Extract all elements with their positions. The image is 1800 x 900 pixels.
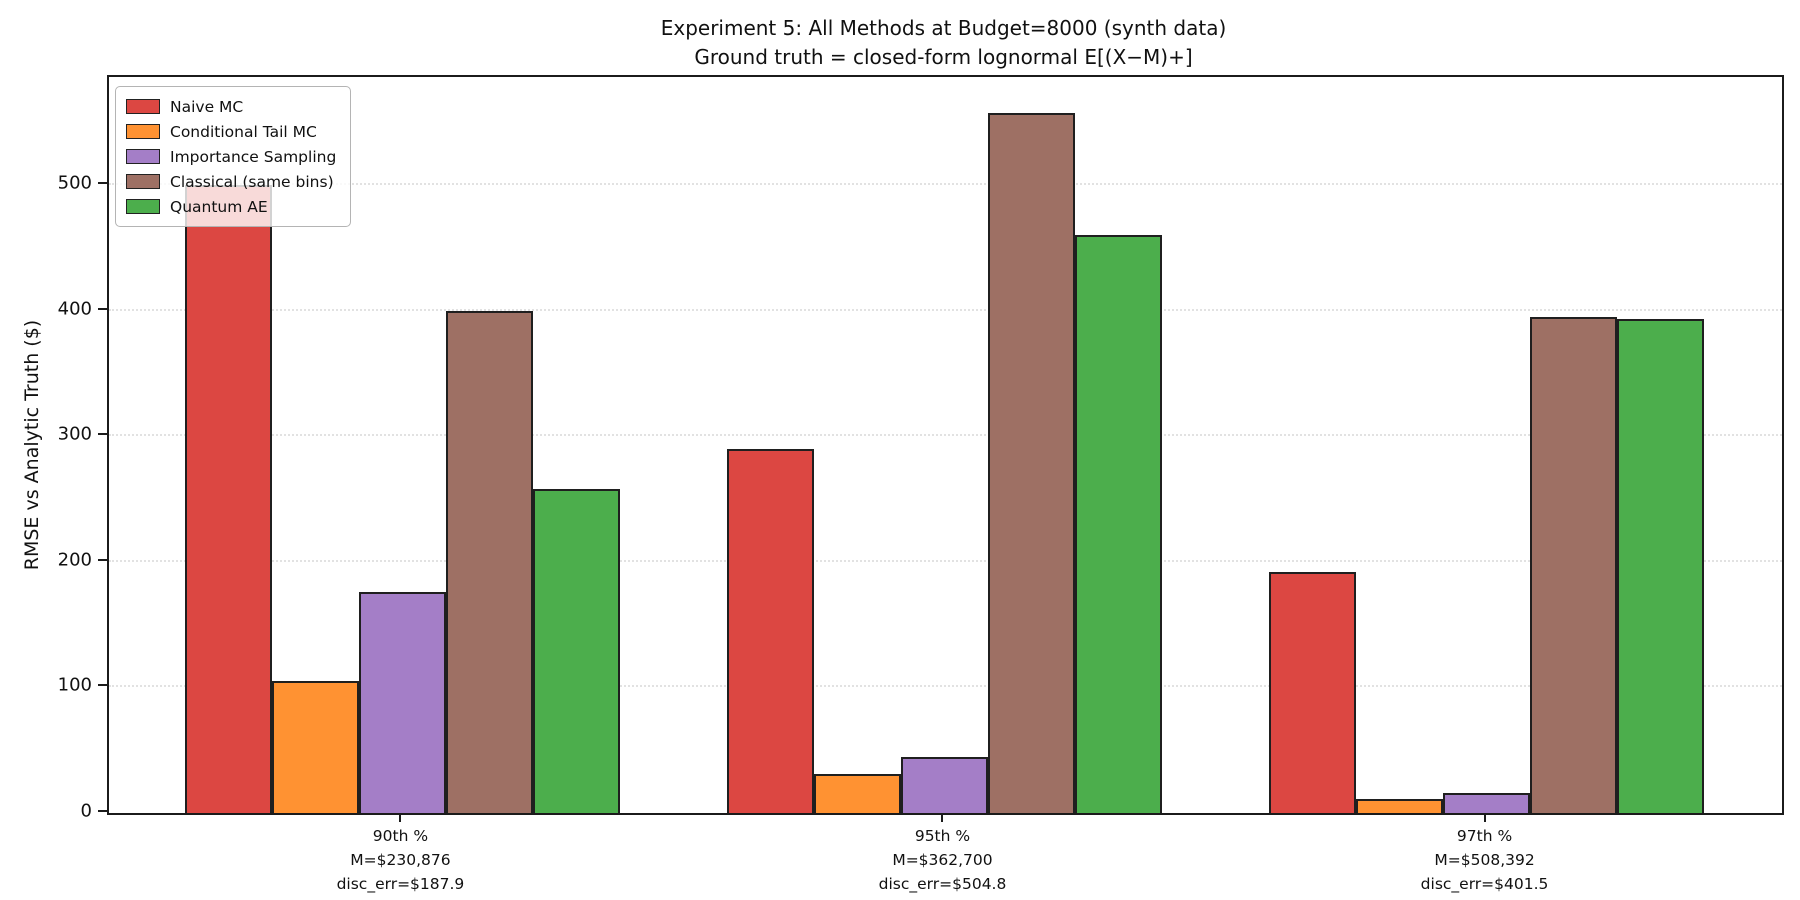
chart-title: Experiment 5: All Methods at Budget=8000… <box>107 14 1780 72</box>
legend-label: Classical (same bins) <box>170 172 334 191</box>
chart-title-line1: Experiment 5: All Methods at Budget=8000… <box>660 16 1227 40</box>
bar-classical-same-bins--group3 <box>1530 316 1617 813</box>
legend-item: Classical (same bins) <box>126 169 336 194</box>
x-tick-label-group2: 95th % M=$362,700 disc_err=$504.8 <box>879 824 1007 896</box>
bar-naive-mc-group1 <box>185 185 272 813</box>
bar-classical-same-bins--group2 <box>988 113 1075 813</box>
x-tick-label-line: disc_err=$504.8 <box>878 875 1007 894</box>
gridline-y-100 <box>109 685 1782 688</box>
bar-quantum-ae-group3 <box>1617 319 1704 813</box>
y-tick-mark <box>98 307 107 310</box>
legend-label: Importance Sampling <box>170 147 337 166</box>
y-tick-label-100: 100 <box>57 674 92 696</box>
y-tick-mark <box>98 810 107 812</box>
x-tick-mark <box>399 813 402 822</box>
x-tick-label-group1: 90th % M=$230,876 disc_err=$187.9 <box>337 824 465 896</box>
x-tick-label-line: M=$230,876 <box>350 851 451 870</box>
legend-item: Naive MC <box>126 94 336 119</box>
y-tick-label-400: 400 <box>57 298 92 320</box>
bar-quantum-ae-group1 <box>532 489 620 813</box>
bar-naive-mc-group2 <box>727 448 814 813</box>
legend-item: Importance Sampling <box>126 144 336 169</box>
x-tick-label-line: 90th % <box>372 827 429 845</box>
plot-area: Naive MC Conditional Tail MC Importance Sa… <box>107 75 1784 815</box>
x-tick-label-line: disc_err=$401.5 <box>1420 875 1549 894</box>
gridline-y-400 <box>109 308 1782 311</box>
bar-conditional-tail-mc-group2 <box>814 774 901 813</box>
bar-importance-sampling-group1 <box>358 591 446 813</box>
y-tick-label-0: 0 <box>80 800 92 822</box>
bar-quantum-ae-group2 <box>1075 235 1162 813</box>
x-tick-label-group3: 97th % M=$508,392 disc_err=$401.5 <box>1421 824 1549 896</box>
gridline-y-200 <box>109 559 1782 562</box>
x-tick-label-line: disc_err=$187.9 <box>336 875 465 894</box>
x-tick-mark <box>1483 813 1486 822</box>
y-tick-label-500: 500 <box>57 172 92 194</box>
legend-swatch-icon <box>126 174 160 189</box>
y-tick-label-300: 300 <box>57 423 92 445</box>
bar-naive-mc-group3 <box>1269 571 1357 813</box>
legend-item: Quantum AE <box>126 194 336 219</box>
legend-label: Naive MC <box>170 97 244 116</box>
y-tick-mark <box>98 558 107 561</box>
y-tick-mark <box>98 684 107 687</box>
x-tick-label-line: 97th % <box>1456 827 1513 845</box>
x-tick-label-line: 95th % <box>914 827 971 845</box>
legend-swatch-icon <box>126 99 160 114</box>
bar-conditional-tail-mc-group1 <box>272 681 359 813</box>
legend-box: Naive MC Conditional Tail MC Importance Sa… <box>115 86 352 227</box>
bar-classical-same-bins--group1 <box>445 310 533 813</box>
gridline-y-300 <box>109 434 1782 437</box>
bar-conditional-tail-mc-group3 <box>1356 799 1444 813</box>
bar-importance-sampling-group3 <box>1443 792 1531 813</box>
legend-swatch-icon <box>126 199 160 214</box>
x-tick-label-line: M=$508,392 <box>1434 851 1535 870</box>
y-tick-label-200: 200 <box>57 549 92 571</box>
chart-title-line2: Ground truth = closed-form lognormal E[(… <box>694 45 1193 69</box>
legend-item: Conditional Tail MC <box>126 119 336 144</box>
y-tick-mark <box>98 433 107 436</box>
legend-label: Conditional Tail MC <box>170 122 317 141</box>
gridline-y-500 <box>109 183 1782 186</box>
x-tick-mark <box>941 813 944 822</box>
x-tick-label-line: M=$362,700 <box>892 851 993 870</box>
y-tick-mark <box>98 182 107 184</box>
legend-label: Quantum AE <box>170 197 268 216</box>
bar-importance-sampling-group2 <box>901 756 988 813</box>
legend-swatch-icon <box>126 149 160 164</box>
legend-swatch-icon <box>126 124 160 139</box>
